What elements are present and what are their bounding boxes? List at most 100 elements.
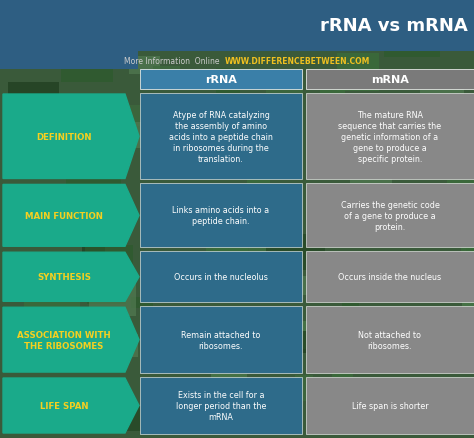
FancyBboxPatch shape [152,328,169,356]
Text: More Information  Online: More Information Online [125,57,220,65]
FancyBboxPatch shape [361,313,409,334]
Text: The mature RNA
sequence that carries the
genetic information of a
gene to produc: The mature RNA sequence that carries the… [338,110,442,163]
FancyBboxPatch shape [309,323,356,340]
FancyBboxPatch shape [140,184,302,248]
FancyBboxPatch shape [22,160,45,172]
FancyBboxPatch shape [256,321,313,349]
FancyBboxPatch shape [280,390,297,424]
Text: Atype of RNA catalyzing
the assembly of amino
acids into a peptide chain
in ribo: Atype of RNA catalyzing the assembly of … [169,110,273,163]
FancyBboxPatch shape [320,90,345,116]
FancyBboxPatch shape [150,326,190,364]
FancyBboxPatch shape [306,94,474,180]
FancyBboxPatch shape [61,54,113,83]
Text: Links amino acids into a
peptide chain.: Links amino acids into a peptide chain. [173,206,270,226]
FancyBboxPatch shape [87,282,126,305]
FancyBboxPatch shape [249,224,266,263]
FancyBboxPatch shape [153,67,180,90]
FancyBboxPatch shape [82,97,115,135]
FancyBboxPatch shape [22,389,75,420]
Text: Occurs inside the nucleus: Occurs inside the nucleus [338,272,442,282]
FancyBboxPatch shape [306,184,474,248]
FancyBboxPatch shape [198,321,218,341]
FancyBboxPatch shape [255,277,307,295]
FancyBboxPatch shape [85,246,133,278]
Text: mRNA: mRNA [371,75,409,85]
FancyBboxPatch shape [465,389,474,405]
FancyBboxPatch shape [70,0,97,1]
FancyBboxPatch shape [194,345,216,362]
FancyBboxPatch shape [147,266,195,296]
FancyBboxPatch shape [466,230,474,263]
FancyBboxPatch shape [202,70,256,80]
Text: Not attached to
ribosomes.: Not attached to ribosomes. [358,330,421,350]
FancyBboxPatch shape [461,0,474,17]
Polygon shape [3,95,139,179]
Text: rRNA: rRNA [205,75,237,85]
FancyBboxPatch shape [319,255,340,294]
FancyBboxPatch shape [140,94,302,180]
FancyBboxPatch shape [306,307,474,373]
FancyBboxPatch shape [217,306,250,343]
FancyBboxPatch shape [76,2,128,31]
FancyBboxPatch shape [422,277,454,290]
FancyBboxPatch shape [213,233,270,265]
FancyBboxPatch shape [131,298,153,308]
FancyBboxPatch shape [216,69,240,94]
FancyBboxPatch shape [268,348,289,368]
FancyBboxPatch shape [119,335,137,357]
FancyBboxPatch shape [447,181,474,191]
FancyBboxPatch shape [140,252,302,303]
FancyBboxPatch shape [295,375,312,401]
FancyBboxPatch shape [266,75,303,100]
FancyBboxPatch shape [178,0,226,21]
FancyBboxPatch shape [149,198,205,215]
FancyBboxPatch shape [337,54,380,92]
FancyBboxPatch shape [420,84,465,96]
FancyBboxPatch shape [58,264,114,282]
FancyBboxPatch shape [462,289,474,314]
FancyBboxPatch shape [140,307,302,373]
Text: MAIN FUNCTION: MAIN FUNCTION [25,212,103,220]
FancyBboxPatch shape [306,377,474,434]
FancyBboxPatch shape [366,317,381,351]
Text: Life span is shorter: Life span is shorter [352,401,428,410]
Text: Occurs in the nucleolus: Occurs in the nucleolus [174,272,268,282]
FancyBboxPatch shape [53,209,77,246]
FancyBboxPatch shape [122,122,174,149]
Text: DEFINITION: DEFINITION [36,132,92,141]
FancyBboxPatch shape [80,320,120,342]
FancyBboxPatch shape [65,109,105,127]
Text: Exists in the cell for a
longer period than the
mRNA: Exists in the cell for a longer period t… [176,390,266,421]
FancyBboxPatch shape [55,40,98,60]
FancyBboxPatch shape [211,374,247,394]
Text: LIFE SPAN: LIFE SPAN [40,401,88,410]
FancyBboxPatch shape [332,339,353,378]
FancyBboxPatch shape [342,286,358,315]
Text: rRNA vs mRNA: rRNA vs mRNA [320,17,468,35]
Text: ASSOCIATION WITH
THE RIBOSOMES: ASSOCIATION WITH THE RIBOSOMES [17,330,111,350]
FancyBboxPatch shape [306,70,474,90]
FancyBboxPatch shape [140,70,302,90]
FancyBboxPatch shape [461,237,474,266]
FancyBboxPatch shape [441,377,465,407]
FancyBboxPatch shape [0,0,474,52]
FancyBboxPatch shape [124,406,181,431]
FancyBboxPatch shape [324,220,345,245]
Text: WWW.DIFFERENCEBETWEEN.COM: WWW.DIFFERENCEBETWEEN.COM [225,57,370,65]
Text: SYNTHESIS: SYNTHESIS [37,272,91,282]
FancyBboxPatch shape [10,0,62,13]
Polygon shape [3,378,139,433]
FancyBboxPatch shape [246,159,270,198]
FancyBboxPatch shape [298,331,316,353]
FancyBboxPatch shape [278,4,319,26]
FancyBboxPatch shape [384,33,440,58]
FancyBboxPatch shape [82,234,105,267]
FancyBboxPatch shape [8,83,59,104]
Text: Remain attached to
ribosomes.: Remain attached to ribosomes. [182,330,261,350]
FancyBboxPatch shape [0,52,138,70]
FancyBboxPatch shape [324,130,382,168]
FancyBboxPatch shape [124,0,182,2]
Polygon shape [3,307,139,372]
FancyBboxPatch shape [257,198,301,215]
FancyBboxPatch shape [66,179,121,211]
